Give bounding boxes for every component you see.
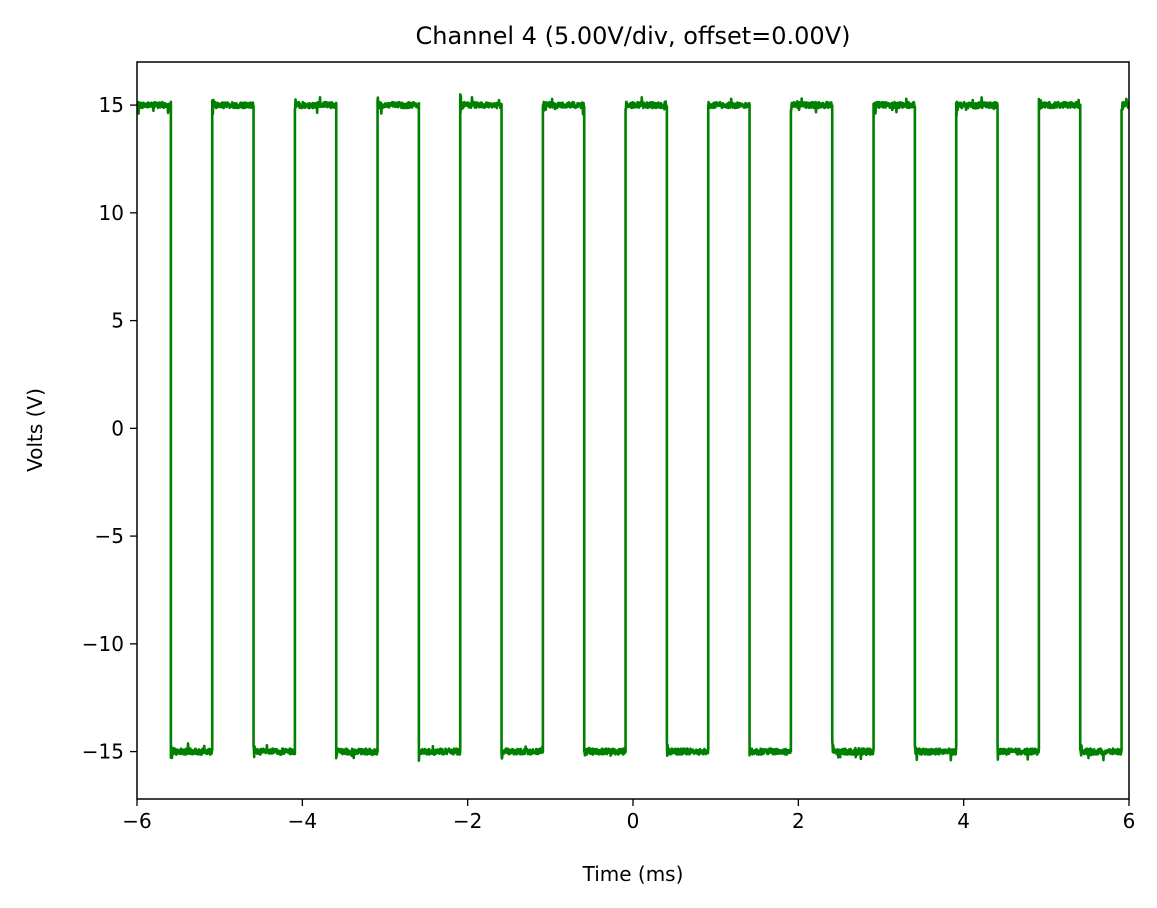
x-axis: −6 −4 −2 0 2 4 6	[122, 799, 1135, 833]
axes-frame	[136, 61, 1130, 800]
y-tick-label: 15	[99, 93, 124, 117]
chart-title: Channel 4 (5.00V/div, offset=0.00V)	[416, 22, 851, 50]
x-tick-label: 0	[627, 809, 640, 833]
y-axis: −15 −10 −5 0 5 10 15	[82, 93, 137, 764]
x-tick-label: 2	[792, 809, 805, 833]
y-tick-label: 5	[111, 309, 124, 333]
x-tick-label: 4	[957, 809, 970, 833]
y-axis-label: Volts (V)	[23, 388, 47, 472]
y-tick-label: −15	[82, 740, 124, 764]
x-tick-label: −4	[288, 809, 317, 833]
x-tick-label: −6	[122, 809, 151, 833]
x-axis-label: Time (ms)	[582, 862, 684, 886]
x-tick-label: −2	[453, 809, 482, 833]
y-tick-label: −5	[95, 524, 124, 548]
y-tick-label: 10	[99, 201, 124, 225]
x-tick-label: 6	[1123, 809, 1136, 833]
series-line	[137, 93, 1129, 762]
y-tick-label: 0	[111, 416, 124, 440]
y-tick-label: −10	[82, 632, 124, 656]
plot-area	[137, 93, 1129, 762]
